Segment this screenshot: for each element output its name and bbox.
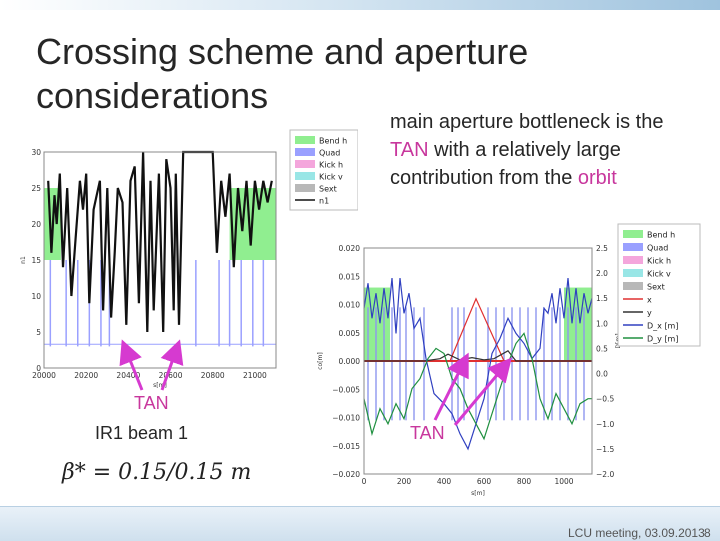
- left-tan-label: TAN: [134, 393, 169, 413]
- y-tick-label: 0.015: [339, 272, 361, 281]
- legend-swatch: [295, 148, 315, 156]
- y-tick-label: 0.005: [339, 329, 361, 338]
- legend-swatch: [295, 160, 315, 168]
- y-tick-label: 20: [31, 220, 41, 229]
- bullet-text: main aperture bottleneck is the TAN with…: [390, 108, 690, 192]
- legend-swatch: [623, 256, 643, 264]
- beta-star-formula: β* = 0.15/0.15 m: [62, 460, 252, 485]
- legend-label: n1: [319, 197, 329, 206]
- aperture-n1-plot: 0 5 10 15 20 25 30 20000 20200 20400 20600 20800 210…: [20, 129, 358, 389]
- legend-label: x: [647, 296, 652, 305]
- footer-text: LCU meeting, 03.09.2013: [568, 526, 705, 540]
- top-decoration-bar: [0, 0, 720, 10]
- legend-label: Bend h: [319, 137, 347, 146]
- x-tick-label: 20000: [32, 371, 56, 380]
- y2-tick-label: −0.5: [596, 395, 614, 404]
- x-tick-label: 1000: [554, 477, 573, 486]
- footer-bar: [0, 506, 720, 541]
- legend-label: D_x [m]: [647, 322, 678, 331]
- legend-label: Bend h: [647, 231, 675, 240]
- y-tick-label: 30: [31, 148, 41, 157]
- x-tick-label: 400: [437, 477, 452, 486]
- bullet-highlight-orbit: orbit: [577, 167, 617, 189]
- y2-tick-label: 1.5: [596, 294, 608, 303]
- y2-tick-label: 2.5: [596, 244, 608, 253]
- slide-title: Crossing scheme and aperture considerati…: [36, 31, 529, 116]
- legend-label: Kick v: [647, 270, 671, 279]
- legend-label: Quad: [319, 149, 340, 158]
- legend-swatch: [295, 184, 315, 192]
- y-axis-label: co[m]: [317, 352, 324, 370]
- y-tick-label: 5: [36, 328, 41, 337]
- y-axis-label: n1: [20, 256, 27, 264]
- y2-tick-label: −1.0: [596, 420, 614, 429]
- y-tick-label: −0.015: [332, 442, 360, 451]
- legend-swatch: [623, 230, 643, 238]
- y2-tick-label: 2.0: [596, 269, 608, 278]
- y2-tick-label: 0.5: [596, 344, 608, 353]
- y-tick-label: 0.000: [339, 357, 361, 366]
- y2-tick-label: −2.0: [596, 470, 614, 479]
- y2-tick-label: 0.0: [596, 370, 608, 379]
- tan-arrow-left-2: [160, 339, 184, 391]
- x-tick-label: 20400: [116, 371, 140, 380]
- bullet-mid: with a relatively large contribution fro…: [390, 139, 621, 189]
- tan-arrow-left-1: [119, 339, 144, 391]
- y-tick-label: 10: [31, 292, 41, 301]
- legend-label: Kick h: [319, 161, 343, 170]
- legend-swatch: [623, 282, 643, 290]
- y-tick-label: 15: [31, 256, 41, 265]
- x-tick-label: 0: [362, 477, 367, 486]
- orbit-dispersion-plot: −0.020−0.015−0.010−0.0050.0000.0050.0100…: [317, 223, 701, 497]
- y2-tick-label: 1.0: [596, 319, 608, 328]
- series-line: [363, 278, 593, 451]
- y-tick-label: 0.010: [339, 301, 361, 310]
- bullet-pre: main aperture bottleneck is the: [390, 111, 664, 133]
- plot-frame: [43, 151, 277, 369]
- y-tick-label: 0: [36, 364, 41, 373]
- x-axis-label: s[m]: [471, 490, 485, 497]
- legend-label: Quad: [647, 244, 668, 253]
- left-caption: IR1 beam 1: [95, 423, 189, 443]
- y-tick-label: −0.005: [332, 385, 360, 394]
- tan-arrow-right-1: [433, 352, 469, 421]
- legend-swatch: [623, 269, 643, 277]
- y-tick-label: 25: [31, 184, 41, 193]
- legend-label: Kick h: [647, 257, 671, 266]
- series-line: [363, 332, 592, 441]
- x-tick-label: 800: [517, 477, 532, 486]
- legend-swatch: [623, 243, 643, 251]
- y-tick-label: −0.020: [332, 470, 360, 479]
- x-tick-label: 20800: [201, 371, 225, 380]
- legend-label: Sext: [319, 185, 337, 194]
- legend-swatch: [295, 136, 315, 144]
- y-tick-label: −0.010: [332, 414, 360, 423]
- legend-label: D_y [m]: [647, 335, 678, 344]
- n1-line: [47, 150, 273, 333]
- y2-tick-label: −1.5: [596, 445, 614, 454]
- series-line: [364, 350, 592, 362]
- x-tick-label: 20600: [159, 371, 183, 380]
- tan-arrow-right-2: [453, 357, 512, 426]
- legend-swatch: [295, 172, 315, 180]
- page-number: 8: [704, 526, 711, 540]
- right-tan-label: TAN: [410, 423, 445, 443]
- plot-frame: [363, 247, 593, 475]
- legend-label: y: [647, 309, 652, 318]
- x-tick-label: 21000: [243, 371, 267, 380]
- x-tick-label: 200: [397, 477, 412, 486]
- legend-label: Sext: [647, 283, 665, 292]
- x-axis-label: s[m]: [153, 382, 167, 389]
- y-tick-label: 0.020: [339, 244, 361, 253]
- x-tick-label: 20200: [74, 371, 98, 380]
- x-tick-label: 600: [477, 477, 492, 486]
- bullet-highlight-tan: TAN: [390, 139, 429, 161]
- legend-label: Kick v: [319, 173, 343, 182]
